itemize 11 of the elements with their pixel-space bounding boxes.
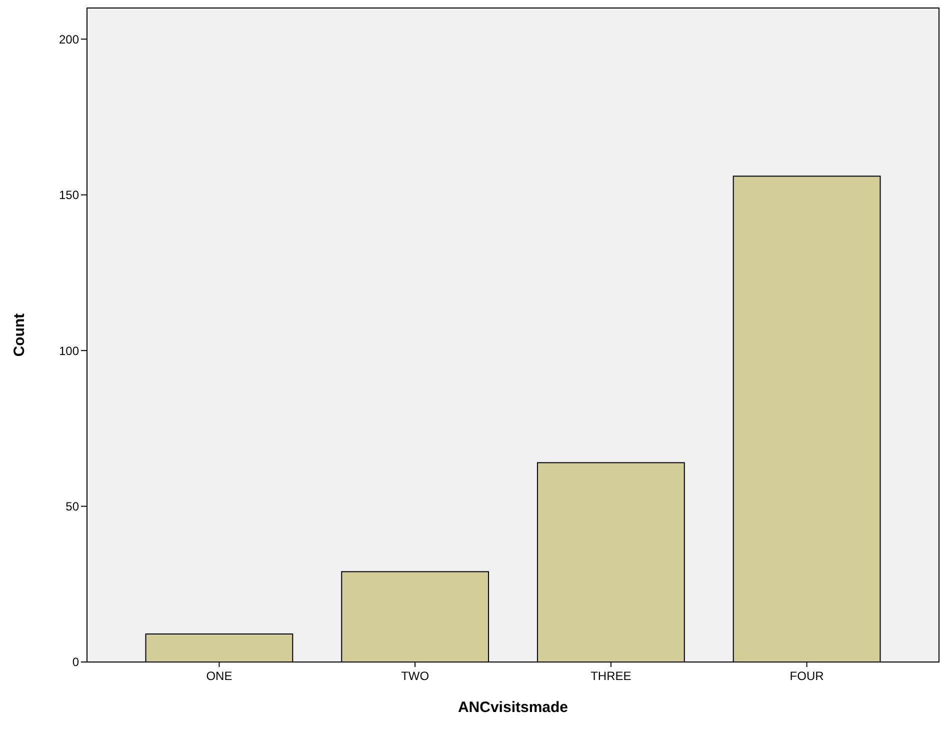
- y-axis-title: Count: [11, 313, 28, 357]
- y-tick-label: 200: [58, 32, 80, 46]
- x-tick-label: FOUR: [790, 669, 824, 683]
- y-tick-label: 50: [66, 499, 80, 514]
- y-tick-label: 0: [72, 655, 80, 670]
- y-tick-label: 100: [58, 344, 80, 358]
- x-tick-label: TWO: [401, 669, 430, 683]
- x-tick-label: ONE: [206, 669, 232, 683]
- x-tick-label: THREE: [590, 669, 632, 683]
- x-axis-title: ANCvisitsmade: [458, 699, 568, 716]
- y-tick-label: 150: [58, 188, 80, 202]
